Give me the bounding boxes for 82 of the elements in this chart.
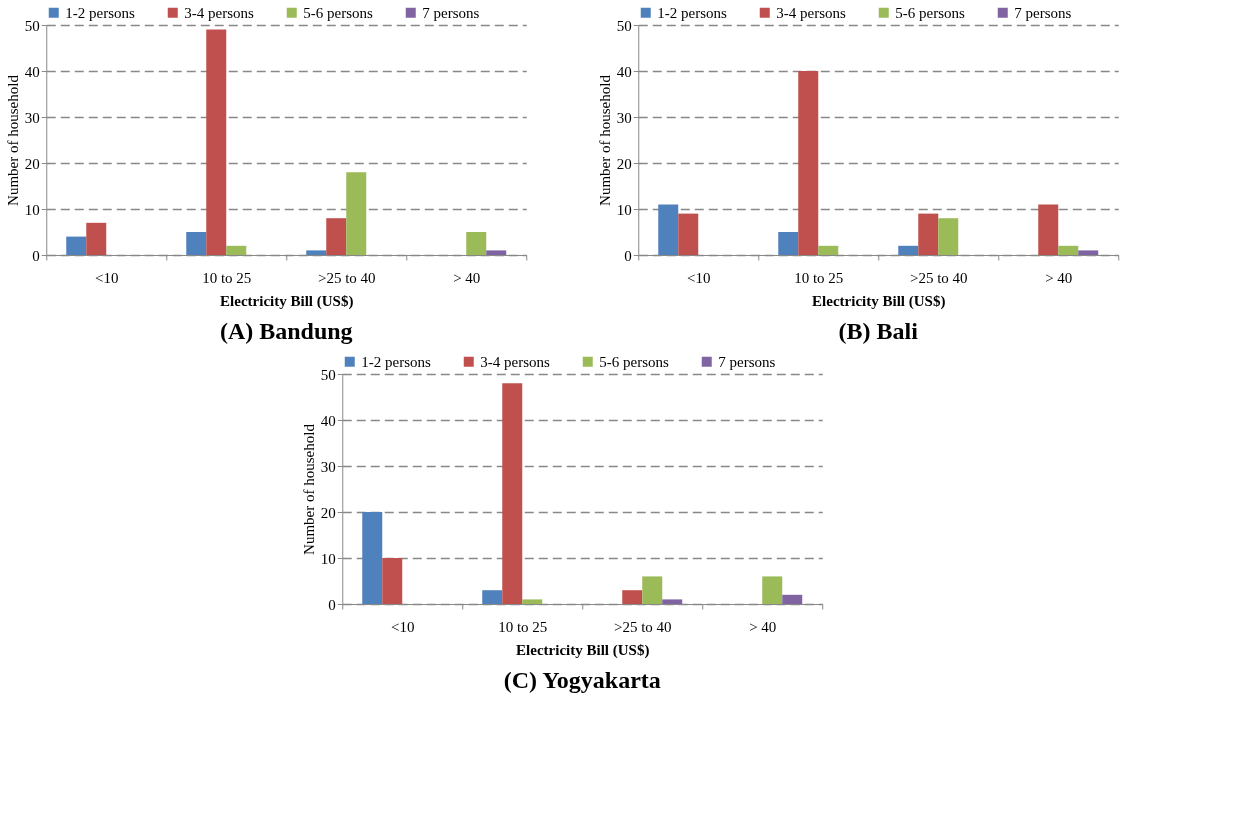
- bar: [482, 590, 503, 604]
- text: (B) Bali: [838, 318, 919, 344]
- y-axis-title: Number of household: [596, 74, 613, 206]
- x-tick-label: >25 to 40: [613, 618, 672, 635]
- bar: [186, 232, 207, 255]
- y-tick-label: 10: [616, 201, 632, 218]
- x-tick-label: <10: [95, 269, 119, 286]
- bar: [662, 599, 683, 604]
- legend-label: 1-2 persons: [361, 353, 431, 370]
- bar: [762, 576, 783, 604]
- legend-label: 3-4 persons: [776, 4, 846, 21]
- legend-label: 7 persons: [718, 353, 776, 370]
- bar: [778, 232, 799, 255]
- y-tick-label: 20: [320, 504, 336, 521]
- legend-label: 5-6 persons: [303, 4, 373, 21]
- legend-label: 3-4 persons: [480, 353, 550, 370]
- legend-label: 1-2 persons: [657, 4, 727, 21]
- text: (C) Yogyakarta: [503, 667, 661, 693]
- y-tick-label: 50: [616, 17, 632, 34]
- bar: [306, 250, 327, 255]
- y-tick-label: 30: [24, 109, 40, 126]
- y-tick-label: 30: [320, 458, 336, 475]
- legend-label: 7 persons: [1014, 4, 1072, 21]
- y-tick-label: 20: [616, 155, 632, 172]
- y-tick-label: 40: [320, 412, 336, 429]
- bar: [658, 204, 679, 255]
- bar: [66, 236, 87, 255]
- legend-label: 5-6 persons: [895, 4, 965, 21]
- x-tick-label: 10 to 25: [498, 618, 548, 635]
- bar: [502, 383, 523, 604]
- y-axis-title: Number of household: [4, 74, 21, 206]
- bar: [522, 599, 543, 604]
- text: (A) Bandung: [219, 318, 353, 344]
- x-tick-label: > 40: [453, 269, 481, 286]
- bar: [226, 245, 247, 255]
- y-tick-label: 10: [320, 550, 336, 567]
- y-tick-label: 0: [624, 247, 632, 264]
- x-tick-label: > 40: [749, 618, 777, 635]
- x-tick-label: 10 to 25: [202, 269, 252, 286]
- x-axis-title: Electricity Bill (US$): [812, 292, 946, 310]
- bar: [898, 245, 919, 255]
- bar: [622, 590, 643, 604]
- y-tick-label: 50: [24, 17, 40, 34]
- bar: [86, 222, 107, 255]
- bar: [798, 71, 819, 255]
- bar: [1058, 245, 1079, 255]
- bar: [678, 213, 699, 255]
- legend-label: 7 persons: [422, 4, 480, 21]
- bar: [782, 594, 803, 604]
- bar: [362, 512, 383, 604]
- y-tick-label: 40: [616, 63, 632, 80]
- y-tick-label: 20: [24, 155, 40, 172]
- x-tick-label: 10 to 25: [794, 269, 844, 286]
- y-tick-label: 40: [24, 63, 40, 80]
- bar: [818, 245, 839, 255]
- x-axis-title: Electricity Bill (US$): [220, 292, 354, 310]
- bar: [1038, 204, 1059, 255]
- y-axis-title: Number of household: [300, 423, 317, 555]
- legend-label: 5-6 persons: [599, 353, 669, 370]
- bar: [206, 29, 227, 255]
- x-tick-label: <10: [687, 269, 711, 286]
- y-tick-label: 0: [32, 247, 40, 264]
- bar: [346, 172, 367, 255]
- y-tick-label: 30: [616, 109, 632, 126]
- bar: [938, 218, 959, 255]
- bar: [382, 558, 403, 604]
- x-tick-label: >25 to 40: [909, 269, 968, 286]
- y-tick-label: 50: [320, 366, 336, 383]
- x-axis-title: Electricity Bill (US$): [516, 641, 650, 659]
- bar: [642, 576, 663, 604]
- x-tick-label: > 40: [1045, 269, 1073, 286]
- x-tick-label: >25 to 40: [317, 269, 376, 286]
- bar: [466, 232, 487, 255]
- legend-label: 3-4 persons: [184, 4, 254, 21]
- bar: [1078, 250, 1099, 255]
- y-tick-label: 0: [328, 596, 336, 613]
- y-tick-label: 10: [24, 201, 40, 218]
- legend-label: 1-2 persons: [65, 4, 135, 21]
- bar: [918, 213, 939, 255]
- bar: [326, 218, 347, 255]
- x-tick-label: <10: [391, 618, 415, 635]
- bar: [486, 250, 507, 255]
